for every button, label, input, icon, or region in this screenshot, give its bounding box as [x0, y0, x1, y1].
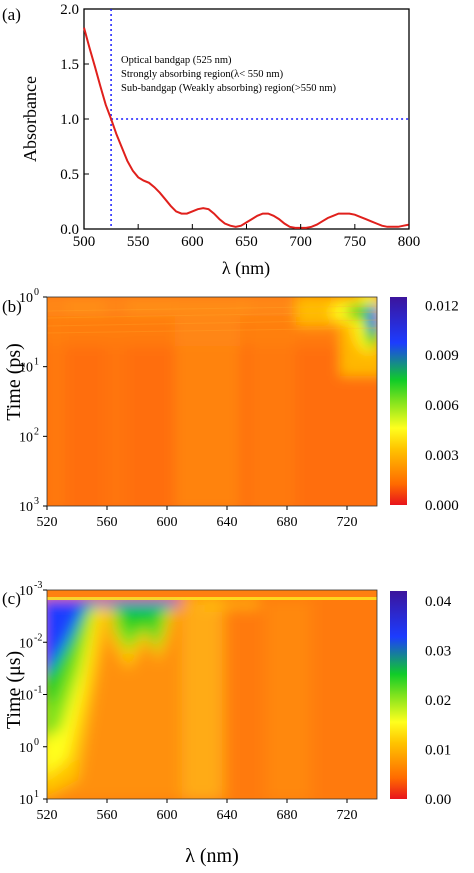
y-tick-label: 10	[19, 430, 33, 445]
x-tick-label: 600	[181, 234, 204, 250]
y-tick-exponent: 2	[34, 426, 39, 437]
panel-a: (a) 500 550 600 650 700 750 800 0.0 0.5 1.0 1.5 2.…	[2, 2, 420, 279]
x-tick-label: 550	[127, 234, 150, 250]
annotation-sub-bandgap: Sub-bandgap (Weakly absorbing) region(>5…	[121, 83, 337, 94]
y-axis-label: Absorbance	[20, 76, 40, 162]
series-absorbance-line	[83, 27, 410, 229]
y-tick-label: 10	[19, 291, 33, 306]
colorbar-tick-label: 0.00	[425, 792, 451, 808]
colorbar-tick-label: 0.006	[425, 398, 459, 414]
y-tick-exponent: -3	[34, 580, 42, 591]
x-tick-label: 720	[337, 515, 358, 530]
y-tick-label: 10	[19, 689, 33, 704]
colorbar-tick-label: 0.03	[425, 643, 451, 659]
colorbar-tick-label: 0.012	[425, 298, 459, 314]
heatmap-c-image	[47, 590, 377, 799]
x-tick-label: 750	[344, 234, 367, 250]
panel-b-frame	[46, 296, 378, 507]
y-tick-label: 10	[19, 741, 33, 756]
colorbar-tick-label: 0.003	[425, 448, 459, 464]
x-tick-label: 560	[97, 808, 118, 823]
y-tick-exponent: 0	[34, 287, 39, 298]
x-tick-label: 640	[217, 808, 238, 823]
y-tick-exponent: 0	[34, 737, 39, 748]
y-tick-label: 0.5	[60, 167, 79, 183]
x-tick-label: 520	[37, 515, 58, 530]
y-tick-label: 2.0	[60, 2, 79, 18]
colorbar-b-ticks: 0.012 0.009 0.006 0.003 0.000	[425, 298, 459, 514]
colorbar-tick-label: 0.000	[425, 498, 459, 514]
colorbar-tick-label: 0.01	[425, 742, 451, 758]
y-tick-exponent: -2	[34, 632, 42, 643]
x-tick-label: 500	[73, 234, 96, 250]
colorbar-c-ticks: 0.04 0.03 0.02 0.01 0.00	[425, 594, 452, 808]
x-axis-ticks: 520 560 600 640 680 720	[37, 799, 358, 823]
x-tick-label: 600	[157, 515, 178, 530]
colorbar-tick-label: 0.04	[425, 594, 452, 610]
reference-lines	[110, 9, 409, 229]
x-axis-ticks: 520 560 600 640 680 720	[37, 506, 358, 530]
heatmap-b-image	[47, 297, 377, 506]
y-tick-label: 10	[19, 636, 33, 651]
y-tick-exponent: 1	[34, 789, 39, 800]
y-axis-ticks: 0.0 0.5 1.0 1.5 2.0	[60, 2, 89, 238]
x-tick-label: 600	[157, 808, 178, 823]
y-tick-label: 10	[19, 584, 33, 599]
y-tick-label: 10	[19, 793, 33, 808]
y-tick-label: 10	[19, 500, 33, 515]
colorbar-tick-label: 0.009	[425, 348, 459, 364]
colorbar-tick-label: 0.02	[425, 693, 451, 709]
y-tick-label: 1.0	[60, 112, 79, 128]
x-tick-label: 680	[277, 808, 298, 823]
x-axis-label: λ (nm)	[185, 845, 239, 867]
annotation-strongly-absorbing: Strongly absorbing region(λ< 550 nm)	[121, 69, 284, 80]
y-tick-label: 1.5	[60, 57, 79, 73]
y-tick-exponent: 3	[34, 496, 39, 507]
panel-b-label: (b)	[2, 297, 22, 316]
x-axis-ticks: 500 550 600 650 700 750 800	[73, 224, 421, 250]
panel-a-label: (a)	[2, 5, 21, 24]
y-axis-label: Time (ps)	[3, 343, 25, 421]
y-axis-label: Time (μs)	[3, 651, 25, 729]
colorbar-c	[390, 591, 407, 799]
y-tick-exponent: 1	[34, 357, 39, 368]
x-axis-label: λ (nm)	[222, 258, 270, 279]
panel-b: (b)	[2, 287, 459, 530]
x-tick-label: 680	[277, 515, 298, 530]
y-tick-exponent: -1	[34, 685, 42, 696]
colorbar-b	[390, 297, 407, 505]
x-tick-label: 650	[235, 234, 258, 250]
x-tick-label: 560	[97, 515, 118, 530]
x-tick-label: 700	[289, 234, 312, 250]
x-tick-label: 640	[217, 515, 238, 530]
x-tick-label: 520	[37, 808, 58, 823]
y-tick-label: 0.0	[60, 222, 79, 238]
x-tick-label: 800	[398, 234, 421, 250]
panel-c: (c) 520 560 600 640 680 7	[2, 580, 452, 867]
y-tick-label: 10	[19, 361, 33, 376]
panel-c-label: (c)	[2, 589, 21, 608]
x-tick-label: 720	[337, 808, 358, 823]
annotation-optical-bandgap: Optical bandgap (525 nm)	[121, 55, 232, 66]
